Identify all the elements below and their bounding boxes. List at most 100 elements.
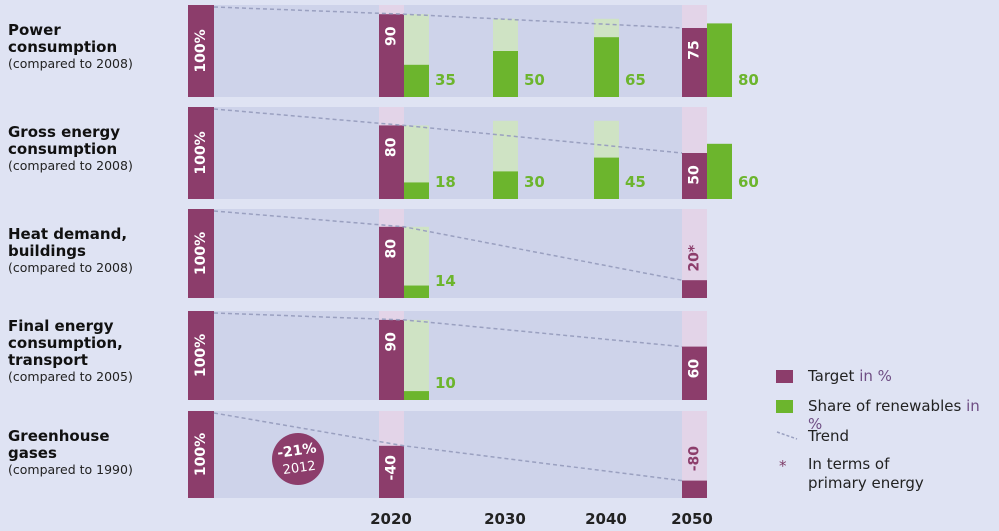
row-title: Greenhouse gases: [8, 427, 110, 462]
chart-row-2: 100% 80 20* 14: [188, 209, 707, 298]
renewables-label-2050: 60: [738, 173, 759, 191]
renewables-bar-2050: [707, 143, 732, 199]
renewables-label-2040: 65: [625, 71, 646, 89]
renewables-bar-2030: [493, 171, 518, 199]
row-title: Final energy consumption, transport: [8, 317, 123, 369]
row-subtitle: (compared to 1990): [8, 462, 133, 477]
baseline-bar: [188, 311, 214, 400]
renewables-bar-2020: [404, 182, 429, 199]
legend-label: Target: [808, 367, 855, 385]
row-title: Gross energy consumption: [8, 123, 121, 158]
target-label-2050: 60: [687, 359, 703, 379]
row-panel: [188, 311, 707, 400]
baseline-label: 100%: [193, 433, 209, 476]
trend-line: [213, 412, 683, 482]
target-bar-2020: [379, 445, 404, 498]
baseline-label: 100%: [193, 334, 209, 377]
row-panel: [188, 107, 707, 199]
baseline-label: 100%: [193, 232, 209, 275]
badge-value: -21%: [276, 440, 317, 461]
trend-line: [213, 210, 683, 281]
legend-note-label: In terms of primary energy: [808, 455, 924, 492]
renewables-bar-2020: [404, 285, 429, 298]
target-bar-2050: [682, 153, 707, 199]
legend: Target in % Share of renewables in % Tre…: [776, 365, 998, 505]
target-bar-2020: [379, 14, 404, 98]
target-label-2050: 50: [687, 165, 703, 185]
baseline-bar: [188, 107, 214, 199]
target-bar-2050: [682, 480, 707, 498]
renewables-label-2020: 35: [435, 71, 456, 89]
row-panel: [188, 411, 707, 498]
chart-row-0: 100% 90 75 35 50 65 80: [188, 5, 759, 98]
target-bar-2050: [682, 28, 707, 97]
renewables-bar-2020: [404, 64, 429, 97]
row-label-transport: Final energy consumption, transport (com…: [8, 318, 178, 385]
x-tick-label-2030: 2030: [484, 510, 526, 528]
row-panel: [188, 209, 707, 298]
row-label-power: Power consumption (compared to 2008): [8, 22, 178, 72]
target-bar-2020: [379, 226, 404, 298]
legend-unit: in %: [808, 397, 980, 433]
legend-trend-line: [776, 431, 798, 440]
row-title: Power consumption: [8, 21, 118, 56]
row-subtitle: (compared to 2005): [8, 369, 133, 384]
row-label-gross-energy: Gross energy consumption (compared to 20…: [8, 124, 178, 174]
row-panel: [188, 5, 707, 97]
target-label-2020: 90: [384, 26, 400, 46]
renewables-bar-2020: [404, 391, 429, 400]
renewables-label-2020: 14: [435, 272, 456, 290]
trend-line: [213, 6, 683, 29]
baseline-label: 100%: [193, 131, 209, 174]
x-axis: 2020 2030 2040 2050: [370, 510, 713, 528]
legend-swatch-target: [776, 370, 793, 383]
renewables-label-2020: 10: [435, 374, 456, 392]
legend-label: Trend: [808, 427, 850, 445]
legend-item-target: Target in %: [776, 365, 998, 395]
legend-label: Share of renewables: [808, 397, 962, 415]
legend-item-renewables: Share of renewables in %: [776, 395, 998, 433]
target-bar-2050: [682, 346, 707, 400]
renewables-label-2020: 18: [435, 173, 456, 191]
renewables-bar-2040: [594, 157, 619, 199]
target-label-2020: -40: [384, 455, 400, 481]
x-tick-label-2040: 2040: [585, 510, 627, 528]
target-bar-2050: [682, 280, 707, 298]
target-label-2050: -80: [687, 446, 703, 472]
legend-unit: in %: [859, 367, 892, 385]
x-tick-label-2050: 2050: [671, 510, 713, 528]
renewables-shadow-2020: [404, 319, 429, 400]
target-label-2020: 80: [384, 137, 400, 157]
x-tick-label-2020: 2020: [370, 510, 412, 528]
target-label-2020: 90: [384, 332, 400, 352]
chart-row-3: 100% 90 60 10: [188, 311, 707, 400]
trend-line: [213, 312, 683, 348]
renewables-label-2030: 30: [524, 173, 545, 191]
row-title: Heat demand, buildings: [8, 225, 128, 260]
baseline-label: 100%: [193, 29, 209, 72]
legend-item-note: * In terms of primary energy: [776, 455, 998, 505]
target-bar-2020: [379, 319, 404, 400]
row-subtitle: (compared to 2008): [8, 158, 133, 173]
target-label-2050: 20*: [687, 244, 703, 271]
target-label-2020: 80: [384, 239, 400, 259]
baseline-bar: [188, 209, 214, 298]
target-label-2050: 75: [687, 40, 703, 59]
renewables-bar-2050: [707, 23, 732, 97]
legend-item-trend: Trend: [776, 425, 998, 455]
baseline-bar: [188, 411, 214, 498]
legend-swatch-renewables: [776, 400, 793, 413]
renewables-bar-2030: [493, 51, 518, 97]
renewables-bar-2040: [594, 37, 619, 97]
baseline-bar: [188, 5, 214, 97]
renewables-label-2030: 50: [524, 71, 545, 89]
badge-circle: [272, 433, 324, 485]
renewables-label-2050: 80: [738, 71, 759, 89]
renewables-label-2040: 45: [625, 173, 646, 191]
row-label-heat-demand: Heat demand, buildings (compared to 2008…: [8, 226, 178, 276]
asterisk-icon: *: [779, 457, 787, 475]
trend-line: [213, 108, 683, 154]
row-label-greenhouse: Greenhouse gases (compared to 1990): [8, 428, 178, 478]
